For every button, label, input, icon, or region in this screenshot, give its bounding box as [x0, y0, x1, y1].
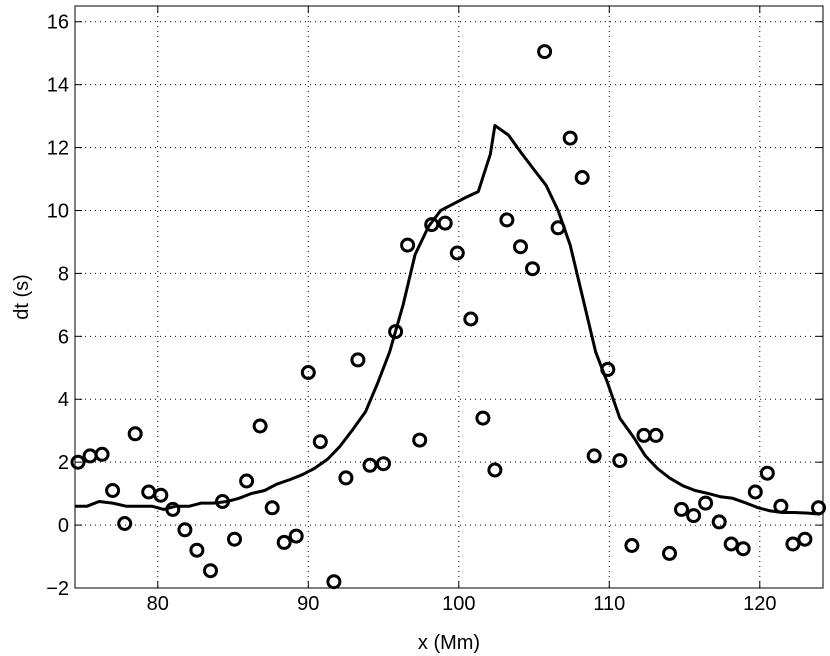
observation-point: [785, 536, 801, 552]
observation-point: [562, 130, 578, 146]
x-tick-label: 120: [743, 593, 776, 615]
observation-point: [288, 528, 304, 544]
observation-point: [412, 432, 428, 448]
y-tick-label: 4: [58, 389, 69, 411]
observation-point: [612, 453, 628, 469]
observation-point: [276, 534, 292, 550]
y-tick-label: 10: [47, 200, 69, 222]
model-layer: [75, 124, 821, 516]
y-axis-label: dt (s): [11, 274, 33, 320]
observation-point: [600, 361, 616, 377]
observation-points: [70, 44, 826, 590]
observation-point: [735, 541, 751, 557]
y-tick-label: 2: [58, 452, 69, 474]
observation-point: [189, 542, 205, 558]
observation-point: [747, 484, 763, 500]
y-tick-label: 14: [47, 75, 69, 97]
tick-layer: [75, 6, 823, 589]
observation-point: [513, 239, 528, 255]
y-tick-label: 6: [58, 326, 69, 348]
observation-point: [215, 494, 230, 509]
observation-point: [239, 473, 255, 489]
observation-point: [252, 418, 268, 434]
observation-point: [177, 522, 193, 538]
observation-point: [499, 212, 515, 228]
observation-point: [105, 483, 121, 498]
observation-point: [711, 514, 727, 530]
observation-point: [463, 311, 479, 327]
observation-point: [362, 457, 378, 473]
observation-point: [525, 261, 540, 277]
observation-point: [759, 465, 775, 481]
observation-point: [376, 456, 391, 472]
observation-point: [117, 516, 133, 531]
observation-point: [338, 470, 354, 486]
observation-point: [153, 487, 169, 503]
observation-point: [400, 237, 416, 253]
observation-point: [70, 454, 86, 470]
model-curve: [75, 124, 821, 516]
observation-point: [773, 498, 789, 514]
observation-point: [624, 538, 640, 553]
observation-point: [127, 426, 143, 442]
observation-point: [264, 500, 280, 516]
x-tick-label: 110: [593, 593, 625, 615]
y-tick-label: −2: [46, 578, 69, 600]
observation-point: [94, 446, 110, 462]
observation-point: [586, 448, 602, 464]
tick-labels: 80 90 100 110 120 −2 0 2 4 6 8 10 12 14 16: [46, 12, 776, 615]
y-tick-label: 12: [47, 138, 69, 160]
observation-point: [698, 495, 714, 511]
observation-point: [487, 462, 503, 478]
y-tick-label: 16: [47, 12, 69, 34]
observation-point: [811, 500, 826, 516]
observation-point: [437, 215, 453, 231]
y-tick-label: 8: [58, 263, 69, 285]
observation-point: [723, 536, 739, 552]
x-axis-label: x (Mm): [418, 632, 480, 654]
plot-frame: [74, 5, 824, 589]
observation-point: [475, 410, 491, 426]
observation-point: [165, 501, 181, 517]
x-tick-label: 100: [442, 593, 475, 615]
observation-point: [550, 220, 566, 236]
observation-point: [574, 170, 590, 185]
observation-point: [424, 217, 440, 233]
x-tick-label: 80: [147, 593, 169, 615]
observation-point: [312, 434, 328, 450]
observation-point: [686, 508, 702, 524]
y-tick-label: 0: [58, 515, 69, 537]
observation-point: [674, 501, 689, 517]
observation-point: [662, 545, 677, 561]
observation-point: [449, 245, 465, 261]
observation-point: [203, 563, 218, 579]
observation-point: [648, 427, 664, 443]
observation-point: [797, 531, 813, 547]
observation-point: [227, 531, 242, 547]
observation-point: [537, 44, 553, 60]
observation-point: [388, 324, 404, 340]
x-tick-label: 90: [297, 593, 319, 615]
observation-point: [350, 352, 366, 368]
observation-point: [300, 365, 316, 380]
